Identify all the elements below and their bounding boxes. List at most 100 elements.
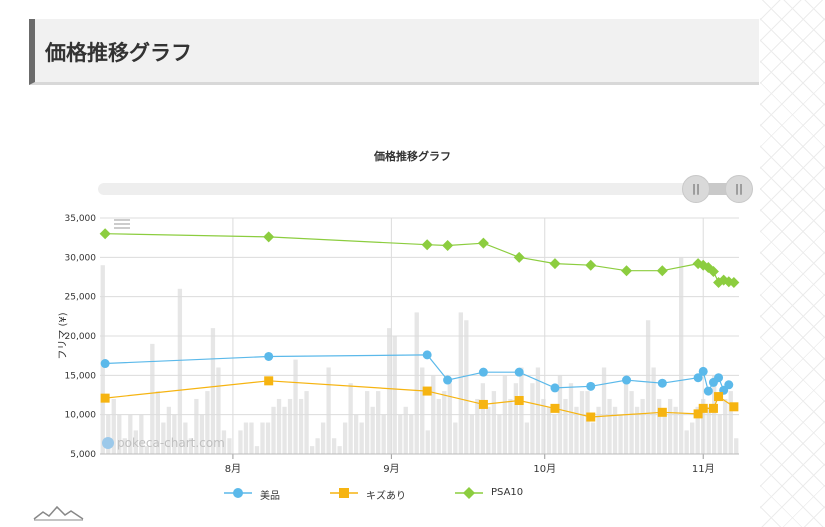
- x-tick-label: 9月: [383, 463, 399, 475]
- volume-bar: [442, 391, 447, 454]
- volume-bar: [254, 446, 260, 454]
- volume-bar: [315, 438, 320, 454]
- volume-bar: [656, 398, 662, 454]
- data-point-diamond: [263, 231, 275, 243]
- volume-bar: [667, 398, 673, 454]
- volume-bar: [634, 406, 640, 454]
- volume-bar: [392, 336, 397, 454]
- volume-bar: [205, 391, 210, 454]
- volume-bar: [150, 343, 155, 454]
- volume-bar: [309, 446, 315, 454]
- data-point-circle: [514, 367, 524, 377]
- legend-diamond-marker: [455, 487, 483, 499]
- volume-bar: [122, 438, 127, 454]
- volume-bar: [111, 398, 116, 454]
- volume-bar: [717, 414, 722, 454]
- volume-bar: [612, 406, 618, 454]
- data-point-square: [729, 402, 739, 412]
- data-point-circle: [714, 373, 724, 383]
- data-point-square: [264, 376, 274, 386]
- data-point-square: [514, 396, 524, 406]
- volume-bar: [337, 446, 342, 454]
- data-point-square: [422, 386, 432, 396]
- chart-title: 価格推移グラフ: [374, 150, 451, 163]
- volume-bar: [210, 328, 216, 454]
- volume-bar: [370, 406, 375, 454]
- volume-bar: [590, 422, 596, 454]
- volume-bar: [541, 398, 546, 454]
- data-point-circle: [657, 378, 667, 388]
- volume-bar: [298, 398, 304, 454]
- volume-bar: [117, 414, 122, 454]
- volume-bar: [596, 406, 601, 454]
- volume-bar: [287, 398, 293, 454]
- x-tick-label: 11月: [692, 463, 715, 475]
- volume-bar: [381, 414, 386, 454]
- volume-bar: [546, 406, 552, 454]
- volume-bar: [238, 430, 243, 454]
- data-point-diamond: [442, 240, 454, 252]
- y-tick-label: 15,000: [65, 371, 97, 381]
- volume-bar: [607, 398, 612, 454]
- volume-bar: [530, 383, 535, 454]
- volume-bar: [690, 422, 695, 454]
- volume-bar: [574, 406, 579, 454]
- range-handle-right[interactable]: ||: [725, 175, 753, 203]
- volume-bar: [320, 422, 326, 454]
- volume-bar: [183, 422, 188, 454]
- data-point-circle: [264, 351, 274, 361]
- y-tick-label: 20,000: [65, 332, 97, 342]
- y-tick-label: 5,000: [70, 450, 96, 460]
- data-point-circle: [478, 367, 488, 377]
- section-heading: 価格推移グラフ: [29, 19, 759, 85]
- chart-options-icon[interactable]: [114, 219, 130, 229]
- x-tick-label: 10月: [533, 463, 556, 475]
- data-point-square: [550, 403, 560, 413]
- volume-bar: [695, 406, 700, 454]
- volume-bar: [166, 406, 172, 454]
- data-point-diamond: [728, 277, 740, 289]
- data-point-square: [586, 412, 596, 422]
- volume-bar: [486, 406, 491, 454]
- legend-square-marker: [330, 488, 358, 498]
- volume-bar: [464, 320, 469, 454]
- data-point-diamond: [621, 265, 633, 277]
- volume-bar: [519, 367, 524, 454]
- volume-bar: [398, 414, 403, 454]
- volume-bar: [513, 383, 519, 454]
- data-point-square: [478, 399, 488, 409]
- y-tick-label: 10,000: [65, 411, 97, 421]
- volume-bar: [414, 312, 419, 454]
- volume-bar: [199, 414, 205, 454]
- volume-bar: [618, 414, 623, 454]
- volume-bar: [243, 422, 249, 454]
- volume-bar: [469, 414, 474, 454]
- data-point-diamond: [421, 239, 433, 251]
- volume-bar: [458, 312, 463, 454]
- legend-label: キズあり: [366, 491, 406, 502]
- volume-bar: [177, 288, 183, 454]
- range-handle-left[interactable]: ||: [682, 175, 710, 203]
- data-point-square: [657, 407, 667, 417]
- legend-circle-marker: [224, 488, 252, 498]
- volume-bar: [684, 430, 689, 454]
- volume-bar: [645, 320, 651, 454]
- data-point-square: [693, 409, 703, 419]
- volume-bar: [359, 422, 364, 454]
- volume-bar: [216, 367, 221, 454]
- volume-bar: [265, 422, 271, 454]
- range-selected-bar[interactable]: [708, 183, 728, 195]
- data-point-diamond: [707, 265, 719, 277]
- volume-bar: [348, 383, 353, 454]
- range-navigator-track[interactable]: [98, 183, 738, 195]
- volume-bar: [563, 398, 568, 454]
- volume-bar: [679, 257, 684, 454]
- data-point-circle: [100, 359, 110, 369]
- volume-bar: [640, 398, 645, 454]
- y-tick-label: 35,000: [65, 214, 97, 224]
- data-point-diamond: [656, 265, 668, 277]
- volume-bar: [673, 406, 678, 454]
- volume-bar: [425, 430, 430, 454]
- volume-bar: [585, 391, 590, 454]
- volume-bar: [475, 398, 480, 454]
